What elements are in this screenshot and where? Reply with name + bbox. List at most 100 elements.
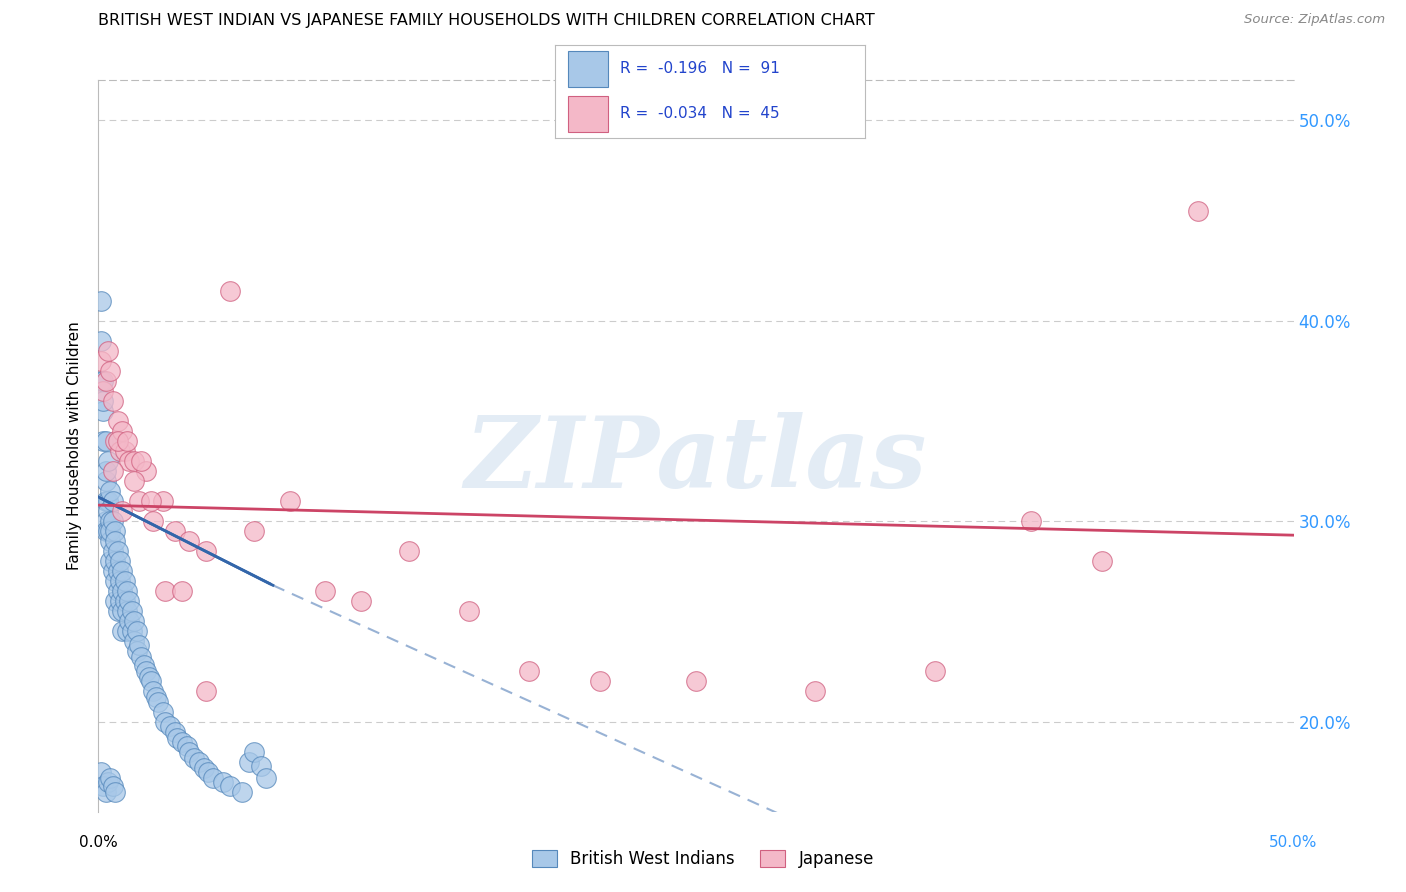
Point: [219, 779, 242, 793]
Point: [101, 494, 124, 508]
Point: [101, 779, 124, 793]
Point: [104, 534, 127, 549]
Point: [194, 684, 218, 698]
Point: [125, 644, 148, 658]
Point: [159, 718, 181, 732]
Point: [517, 665, 540, 679]
Point: [142, 514, 165, 528]
Point: [98, 484, 122, 499]
Point: [118, 615, 141, 629]
Point: [243, 745, 266, 759]
Text: BRITISH WEST INDIAN VS JAPANESE FAMILY HOUSEHOLDS WITH CHILDREN CORRELATION CHAR: BRITISH WEST INDIAN VS JAPANESE FAMILY H…: [98, 13, 875, 29]
Point: [148, 694, 170, 708]
Point: [121, 604, 143, 618]
Point: [183, 750, 205, 764]
Point: [94, 474, 117, 488]
Text: ZIPatlas: ZIPatlas: [465, 412, 927, 508]
Point: [104, 554, 127, 568]
Point: [107, 414, 129, 428]
Point: [111, 584, 134, 599]
Point: [90, 334, 112, 348]
Text: 0.0%: 0.0%: [79, 836, 118, 850]
Point: [90, 764, 112, 779]
Point: [685, 674, 707, 689]
Point: [115, 434, 138, 448]
Point: [138, 670, 160, 684]
Point: [278, 494, 301, 508]
Point: [131, 454, 153, 468]
Point: [98, 364, 122, 378]
Point: [163, 524, 186, 538]
Point: [187, 755, 209, 769]
Point: [97, 454, 120, 468]
Point: [101, 464, 124, 478]
Point: [350, 594, 373, 608]
Point: [197, 764, 219, 779]
Text: R =  -0.034   N =  45: R = -0.034 N = 45: [620, 106, 780, 121]
Point: [1187, 203, 1209, 218]
Point: [211, 774, 233, 789]
Point: [124, 474, 146, 488]
Point: [243, 524, 266, 538]
Point: [179, 745, 201, 759]
Text: R =  -0.196   N =  91: R = -0.196 N = 91: [620, 62, 780, 77]
Point: [108, 574, 131, 589]
Legend: British West Indians, Japanese: British West Indians, Japanese: [526, 843, 880, 875]
Point: [124, 634, 146, 648]
Point: [91, 779, 114, 793]
Point: [118, 454, 141, 468]
Point: [1019, 514, 1042, 528]
Point: [101, 564, 124, 578]
Point: [98, 524, 122, 538]
Point: [107, 544, 129, 558]
Point: [115, 604, 138, 618]
Point: [90, 293, 112, 308]
Point: [166, 731, 188, 745]
Point: [114, 574, 136, 589]
Point: [128, 494, 150, 508]
Point: [458, 604, 481, 618]
Point: [107, 584, 129, 599]
Point: [108, 554, 131, 568]
Text: Source: ZipAtlas.com: Source: ZipAtlas.com: [1244, 13, 1385, 27]
Point: [398, 544, 420, 558]
Point: [91, 393, 114, 408]
Point: [97, 343, 120, 358]
Point: [219, 284, 242, 298]
Point: [118, 594, 141, 608]
Point: [589, 674, 612, 689]
Point: [94, 374, 117, 388]
Point: [97, 504, 120, 518]
Point: [231, 785, 253, 799]
Point: [163, 724, 186, 739]
Point: [155, 714, 177, 729]
Point: [124, 615, 146, 629]
Point: [104, 524, 127, 538]
Point: [98, 554, 122, 568]
Point: [90, 354, 112, 368]
Point: [114, 444, 136, 458]
Point: [152, 705, 174, 719]
Point: [142, 684, 165, 698]
Point: [94, 494, 117, 508]
Point: [238, 755, 260, 769]
Point: [107, 434, 129, 448]
Point: [94, 785, 117, 799]
Point: [131, 650, 153, 665]
Point: [90, 374, 112, 388]
Point: [139, 494, 162, 508]
Point: [94, 464, 117, 478]
Point: [152, 494, 174, 508]
Point: [193, 761, 215, 775]
Point: [94, 514, 117, 528]
Point: [172, 734, 194, 748]
Point: [1091, 554, 1114, 568]
Point: [128, 639, 150, 653]
Point: [97, 524, 120, 538]
Point: [101, 514, 124, 528]
Point: [132, 658, 155, 673]
Point: [98, 534, 122, 549]
Point: [125, 624, 148, 639]
Point: [97, 774, 120, 789]
Point: [202, 771, 225, 785]
